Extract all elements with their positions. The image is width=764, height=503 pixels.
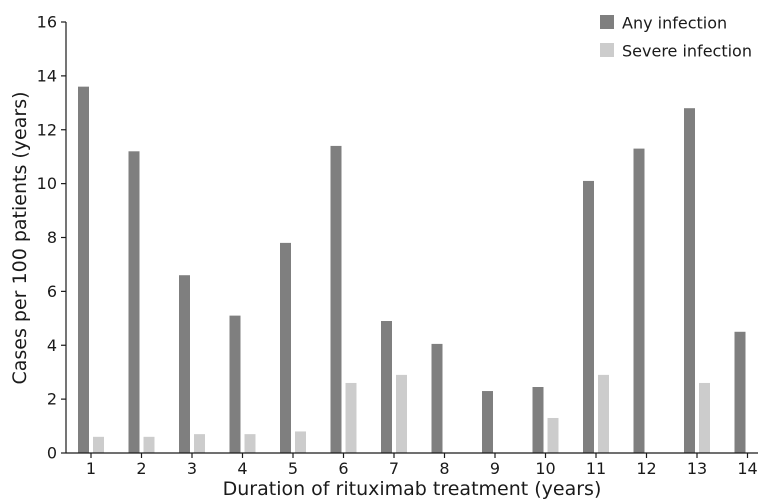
x-tick-label-7: 7 [389,459,399,478]
x-tick-label-2: 2 [136,459,146,478]
bar-any-infection-10 [532,387,544,453]
x-tick-label-9: 9 [490,459,500,478]
x-tick-label-10: 10 [535,459,555,478]
x-axis-title: Duration of rituximab treatment (years) [223,478,602,499]
bar-any-infection-12 [633,148,645,453]
y-tick-label-12: 12 [37,120,57,139]
bar-severe-infection-4 [244,434,256,453]
legend-label-severe-infection: Severe infection [622,42,752,61]
bar-severe-infection-7 [396,374,407,453]
bar-severe-infection-3 [194,434,205,453]
y-tick-label-10: 10 [37,174,57,193]
y-tick-label-8: 8 [47,228,57,247]
x-tick-label-14: 14 [737,459,757,478]
bar-severe-infection-6 [345,382,357,453]
bar-any-infection-11 [583,180,594,453]
bar-severe-infection-10 [547,417,559,453]
y-tick-label-4: 4 [47,336,57,355]
bar-any-infection-13 [684,108,695,453]
axes-layer [65,22,758,454]
legend: Any infection Severe infection [600,14,752,61]
bars-layer [78,86,746,454]
y-ticks: 0 2 4 6 8 10 12 14 16 [37,13,66,463]
x-ticks: 1 2 3 4 5 6 7 8 9 10 11 12 13 14 [86,453,758,478]
bar-any-infection-2 [128,151,140,454]
y-tick-label-2: 2 [47,390,57,409]
x-tick-label-6: 6 [338,459,348,478]
x-tick-label-3: 3 [187,459,197,478]
x-tick-label-13: 13 [687,459,707,478]
x-tick-label-4: 4 [237,459,247,478]
bar-severe-infection-1 [93,436,104,453]
bar-severe-infection-5 [295,431,306,453]
bar-any-infection-8 [431,343,443,453]
bar-any-infection-9 [482,391,493,453]
bar-any-infection-3 [179,275,190,453]
x-tick-label-1: 1 [86,459,96,478]
legend-swatch-any-infection [600,15,614,29]
bar-any-infection-6 [330,145,342,453]
bar-any-infection-5 [280,242,291,453]
bar-any-infection-4 [229,315,241,453]
legend-label-any-infection: Any infection [622,14,727,33]
x-tick-label-12: 12 [636,459,656,478]
y-tick-label-14: 14 [37,66,57,85]
bar-any-infection-7 [381,321,392,453]
bar-severe-infection-2 [143,436,155,453]
bar-any-infection-1 [78,86,89,454]
y-tick-label-16: 16 [37,13,57,32]
x-tick-label-5: 5 [288,459,298,478]
x-tick-label-11: 11 [586,459,606,478]
legend-swatch-severe-infection [600,43,614,57]
bar-any-infection-14 [734,331,746,453]
y-tick-label-6: 6 [47,282,57,301]
y-axis-title: Cases per 100 patients (years) [9,91,31,384]
bar-severe-infection-11 [598,374,609,453]
bar-severe-infection-13 [699,382,710,453]
x-tick-label-8: 8 [439,459,449,478]
y-tick-label-0: 0 [47,444,57,463]
